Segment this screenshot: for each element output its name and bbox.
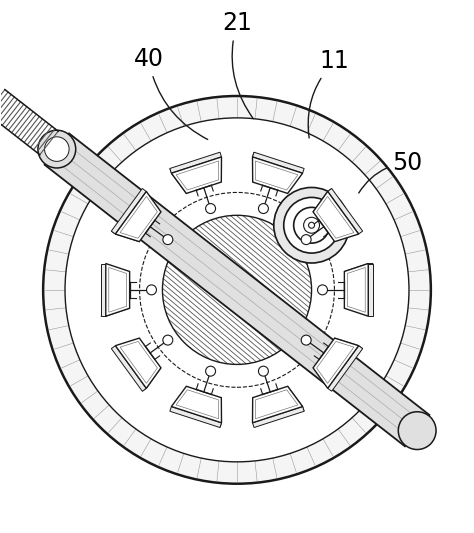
Circle shape [304, 217, 319, 233]
Polygon shape [345, 263, 373, 271]
Polygon shape [142, 368, 161, 391]
Circle shape [258, 204, 268, 214]
Circle shape [309, 222, 315, 228]
Polygon shape [111, 231, 139, 241]
Circle shape [284, 197, 339, 253]
Polygon shape [115, 191, 161, 241]
Circle shape [163, 215, 311, 365]
Polygon shape [101, 308, 129, 316]
Text: 50: 50 [359, 151, 422, 193]
Polygon shape [172, 386, 221, 423]
Circle shape [163, 335, 173, 345]
Circle shape [163, 235, 173, 245]
Polygon shape [45, 133, 429, 446]
Circle shape [206, 366, 216, 376]
Polygon shape [253, 157, 302, 193]
Circle shape [301, 235, 311, 245]
Circle shape [45, 137, 69, 161]
Polygon shape [253, 152, 304, 173]
Circle shape [65, 118, 409, 462]
Polygon shape [368, 263, 373, 316]
Polygon shape [313, 191, 359, 241]
Text: 40: 40 [134, 47, 208, 140]
Text: 22: 22 [44, 136, 113, 199]
Circle shape [43, 96, 431, 484]
Polygon shape [335, 338, 363, 349]
Circle shape [206, 204, 216, 214]
Polygon shape [328, 189, 363, 234]
Polygon shape [170, 407, 221, 427]
Polygon shape [345, 263, 368, 316]
Circle shape [258, 366, 268, 376]
Polygon shape [101, 263, 106, 316]
Polygon shape [313, 189, 332, 212]
Circle shape [318, 285, 328, 295]
Polygon shape [115, 338, 161, 389]
Polygon shape [220, 398, 221, 427]
Polygon shape [253, 386, 302, 423]
Polygon shape [111, 346, 146, 391]
Polygon shape [253, 407, 304, 427]
Polygon shape [313, 338, 359, 389]
Circle shape [301, 335, 311, 345]
Circle shape [146, 285, 156, 295]
Circle shape [398, 412, 436, 449]
Polygon shape [170, 168, 186, 193]
Polygon shape [111, 189, 146, 234]
Polygon shape [253, 152, 254, 182]
Circle shape [294, 207, 329, 243]
Polygon shape [106, 263, 129, 316]
Circle shape [274, 188, 349, 263]
Text: 11: 11 [308, 49, 349, 138]
Polygon shape [172, 157, 221, 193]
Circle shape [38, 130, 76, 168]
Polygon shape [328, 346, 363, 391]
Polygon shape [288, 386, 304, 411]
Text: 21: 21 [222, 11, 253, 119]
Polygon shape [170, 152, 221, 173]
